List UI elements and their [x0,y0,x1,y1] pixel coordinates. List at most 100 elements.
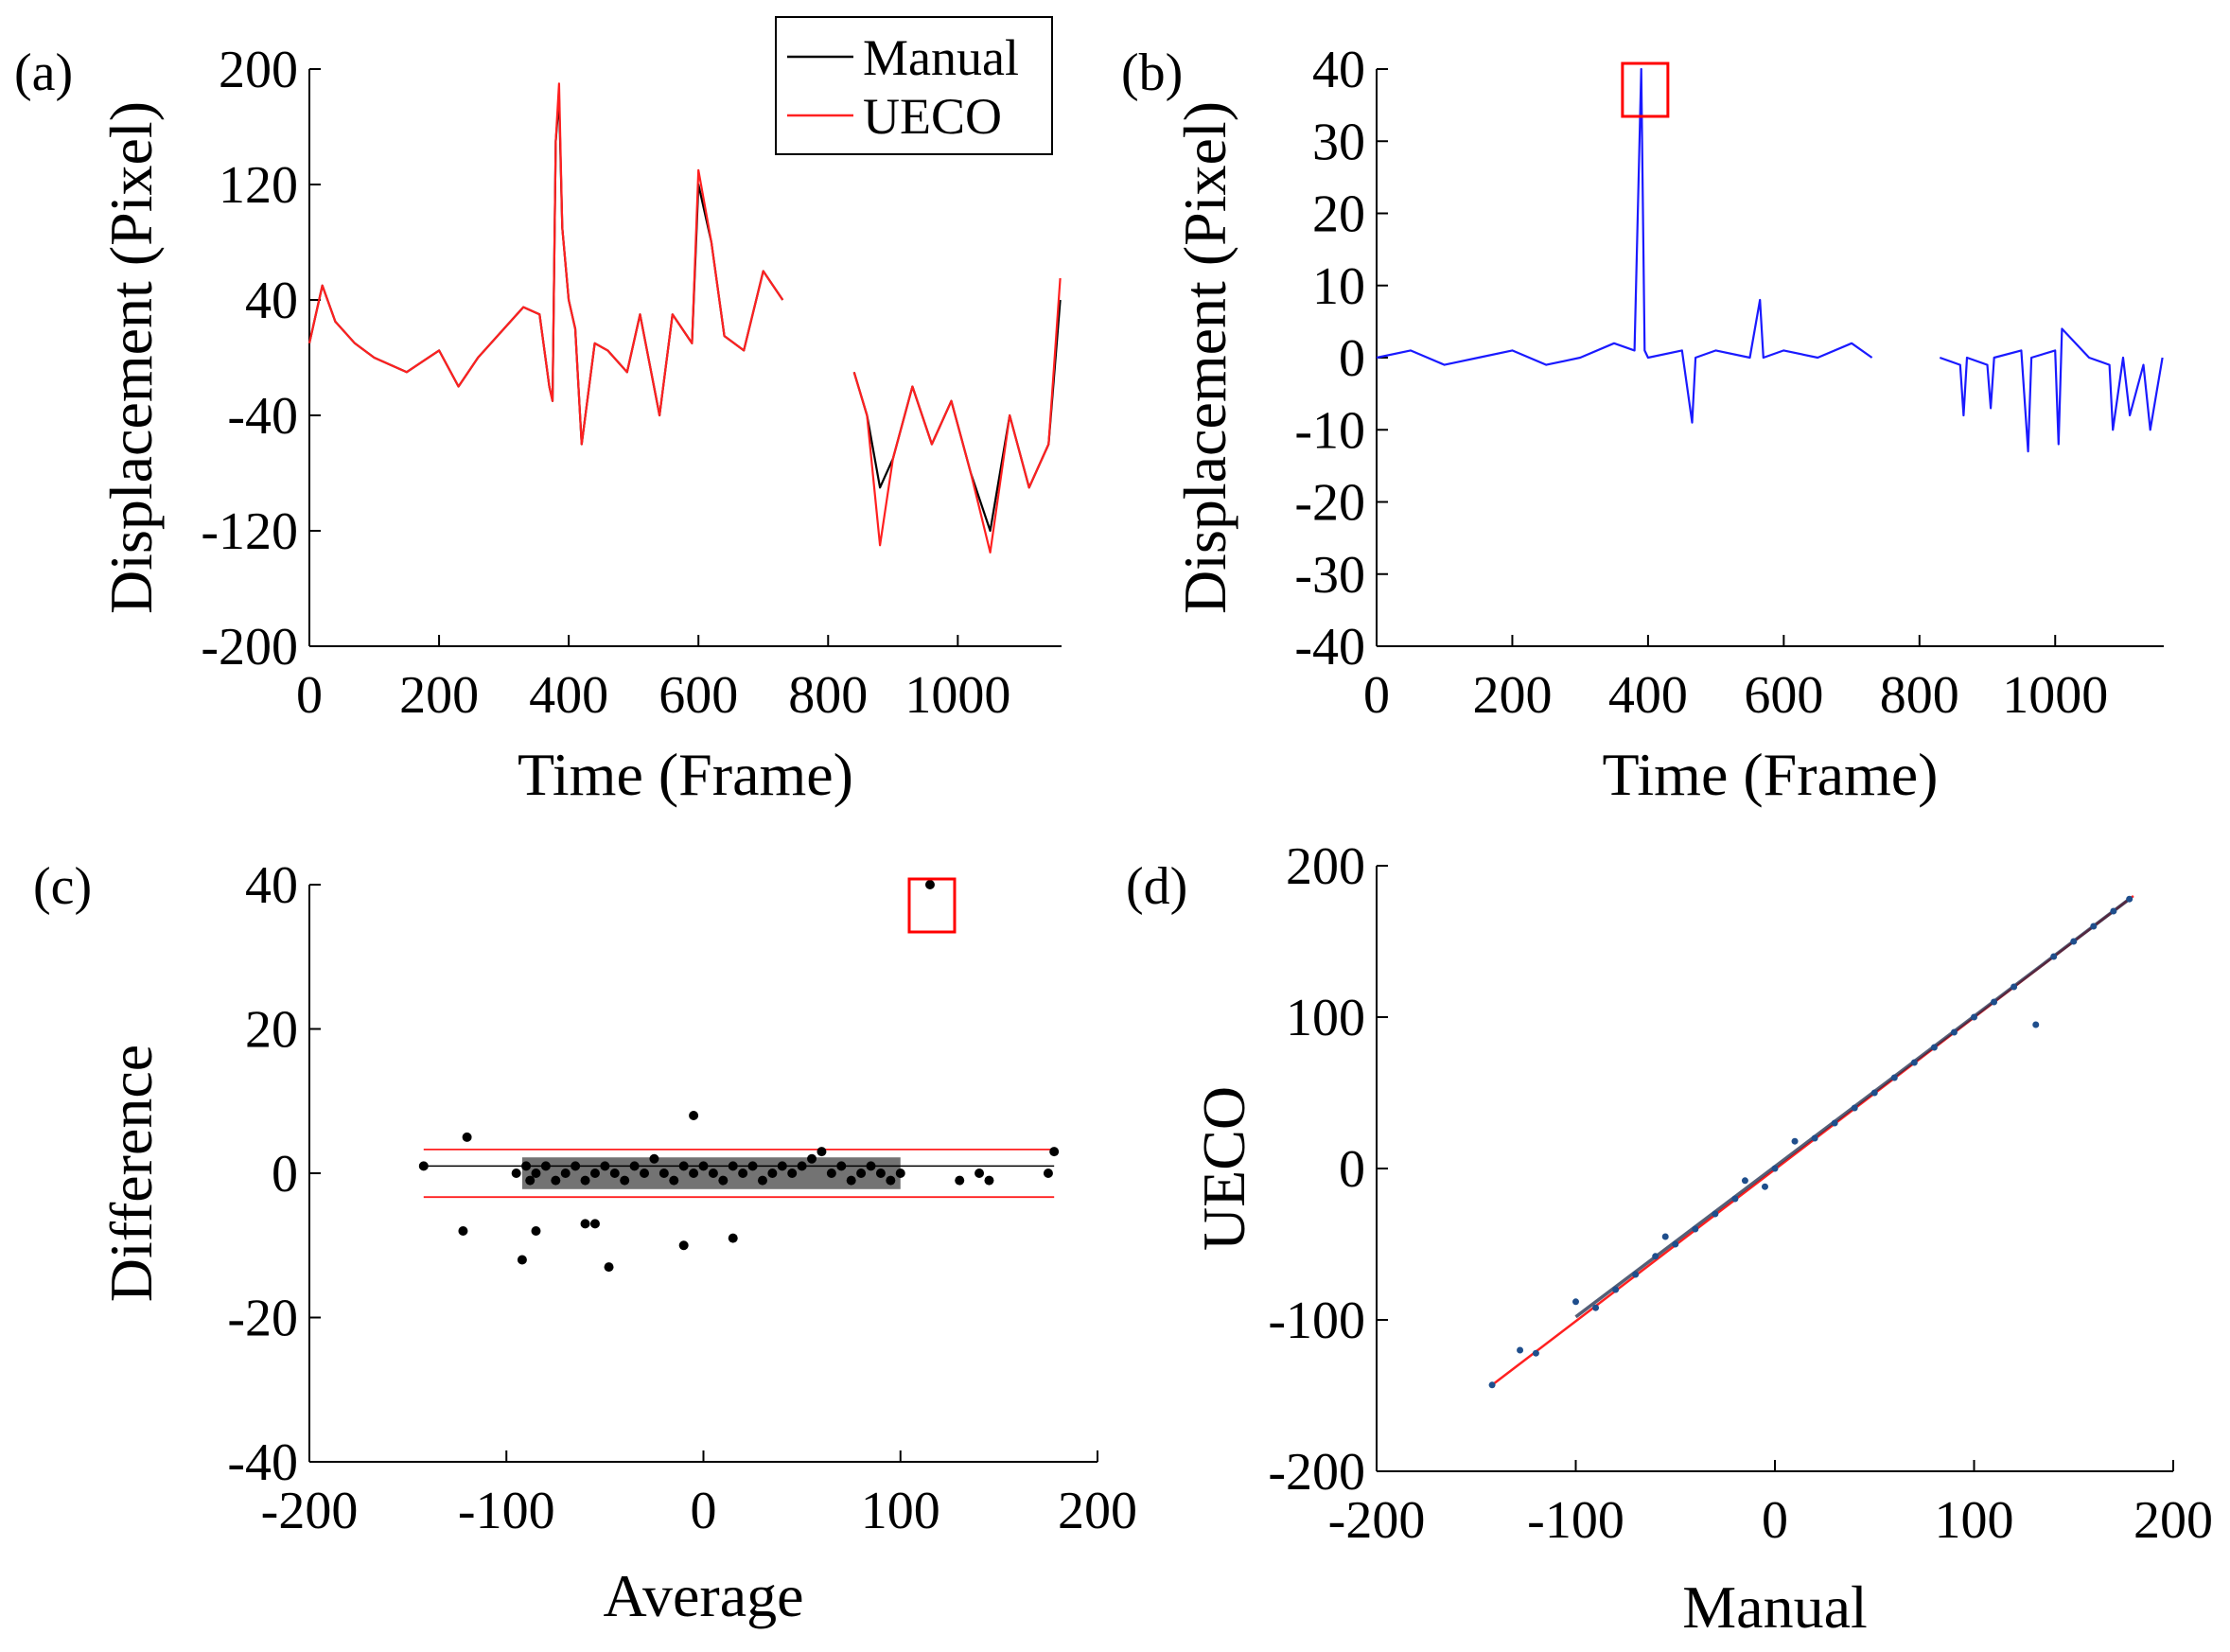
series-line-difference [1376,67,2164,453]
panel-label: (a) [14,44,73,102]
panel-d: (d) -200 -100 0 100 200 -200 -100 0 100 200 Manual U… [1126,837,2213,1641]
scatter-point [511,1169,521,1178]
scatter-point [924,880,935,889]
scatter-point [984,1175,994,1186]
x-tick-label: 800 [1880,666,1959,725]
y-tick-label: 40 [245,856,298,915]
x-tick-label: 400 [1608,666,1688,725]
scatter-point [689,1111,699,1120]
scatter-point [1771,1165,1779,1172]
scatter-point [1661,1233,1669,1240]
x-tick-label: 600 [1744,666,1823,725]
scatter-point [1692,1225,1699,1233]
scatter-point [1043,1169,1053,1178]
panel-c: (c)-200 -100 0 100 200-40-2002040AverageDiff… [33,856,1137,1629]
scatter-point [458,1226,468,1236]
scatter-point [531,1226,541,1236]
scatter-point [1517,1346,1524,1354]
y-tick-label: 200 [1286,837,1365,896]
series-line-ueco [307,82,1062,554]
x-tick-label: -100 [1527,1491,1624,1550]
x-tick-label: 1000 [904,666,1010,725]
x-tick-label: 400 [529,666,608,725]
scatter-point [418,1161,429,1171]
x-tick-label: 1000 [2002,666,2108,725]
scatter-point [1991,998,1998,1006]
scatter-point [1910,1059,1918,1066]
legend-box [775,16,1053,155]
scatter-point [1870,1089,1878,1097]
y-tick-label: -100 [1268,1292,1365,1350]
scatter-point [678,1240,689,1251]
x-axis-label: Time (Frame) [518,741,853,808]
scatter-point [1741,1177,1748,1185]
y-tick-label: -10 [1294,401,1365,460]
y-tick-label: 40 [1312,41,1365,99]
y-tick-label: -40 [227,387,298,446]
y-tick-label: -200 [1268,1443,1365,1502]
scatter-point [1488,1381,1496,1389]
y-tick-label: -20 [227,1290,298,1348]
scatter-point [1971,1013,1977,1021]
panel-label: (b) [1121,44,1183,102]
scatter-point [589,1219,600,1229]
scatter-point [816,1147,827,1157]
scatter-point [1572,1298,1579,1306]
y-tick-label: 120 [219,156,298,215]
x-axis-label: Average [604,1562,804,1629]
x-tick-label: 0 [691,1482,717,1540]
y-tick-label: 0 [272,1145,298,1204]
scatter-point [1672,1240,1679,1248]
panel-label: (c) [33,857,92,916]
scatter-point [1652,1253,1659,1260]
y-tick-label: 20 [1312,185,1365,244]
series-line-manual [307,97,1062,533]
scatter-point [1532,1349,1539,1357]
scatter-point [1731,1195,1739,1203]
scatter-point [2090,923,2098,930]
y-tick-label: -200 [201,618,298,677]
x-tick-label: 0 [1363,666,1390,725]
point-cluster-band [521,1157,901,1189]
y-tick-label: -30 [1294,546,1365,605]
scatter-point [1592,1304,1600,1311]
scatter-point [580,1219,590,1229]
x-tick-label: 200 [1472,666,1552,725]
y-axis-label: Difference [97,1045,165,1302]
scatter-point [2070,938,2078,945]
y-tick-label: 40 [245,272,298,330]
scatter-point [728,1233,738,1243]
scatter-point [1791,1137,1799,1145]
scatter-point [2032,1021,2040,1028]
x-axis-label: Time (Frame) [1603,741,1939,808]
x-tick-label: 0 [296,666,323,725]
y-axis-label: Displacement (Pixel) [97,101,165,614]
y-axis-label: UECO [1190,1086,1257,1251]
scatter-point [1049,1147,1060,1157]
y-tick-label: -40 [1294,618,1365,677]
x-axis-label: Manual [1682,1573,1868,1641]
legend-label: Manual [863,29,1019,86]
scatter-point [1851,1104,1858,1112]
y-tick-label: 100 [1286,989,1365,1047]
scatter-point [955,1175,965,1186]
legend-label: UECO [863,88,1002,145]
scatter-point [2050,953,2058,960]
scatter-point [1890,1074,1898,1081]
scatter-point [1712,1210,1719,1218]
x-tick-label: -200 [1328,1491,1426,1550]
scatter-point [1930,1044,1938,1051]
y-tick-label: 30 [1312,113,1365,171]
panel-b: (b) 0 200 400 600 800 1000 -40 -30 -20 -10 0 10 20 30 4… [1121,41,2164,808]
x-tick-label: 200 [1058,1482,1137,1540]
scatter-point [1831,1119,1838,1127]
scatter-point [1950,1028,1958,1036]
scatter-point [604,1262,614,1273]
scatter-point [1811,1134,1818,1142]
panel-label: (d) [1126,857,1187,916]
y-tick-label: -40 [227,1433,298,1492]
scatter-point [2126,895,2133,903]
x-tick-label: 200 [399,666,479,725]
y-axis-label: Displacement (Pixel) [1171,101,1238,614]
